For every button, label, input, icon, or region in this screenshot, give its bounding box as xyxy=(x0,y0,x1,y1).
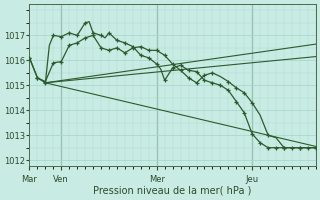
X-axis label: Pression niveau de la mer( hPa ): Pression niveau de la mer( hPa ) xyxy=(93,186,252,196)
